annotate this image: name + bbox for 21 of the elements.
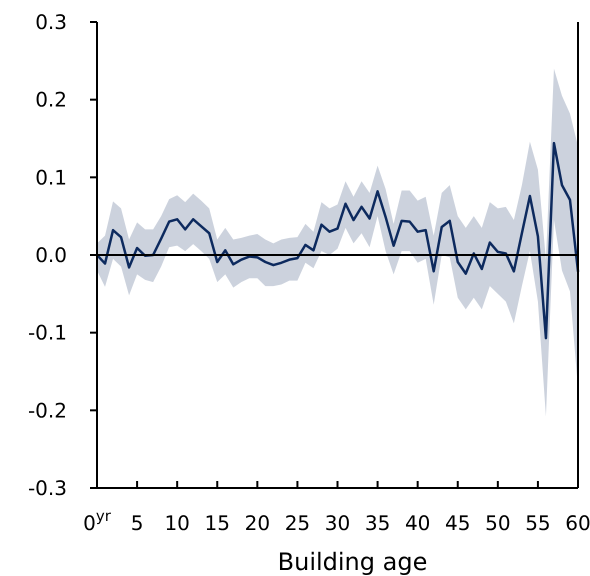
x-tick-label: 5: [130, 511, 144, 535]
y-tick-label: -0.3: [28, 476, 67, 500]
y-tick-label: 0.0: [35, 243, 67, 267]
x-tick-label: 35: [364, 511, 390, 535]
y-tick-label: 0.2: [35, 88, 67, 112]
x-tick-label: 25: [284, 511, 310, 535]
x-tick-label: 20: [244, 511, 270, 535]
y-tick-label: -0.2: [28, 398, 67, 422]
x-axis-title: Building age: [278, 548, 428, 576]
y-tick-label: 0.1: [35, 165, 67, 190]
x-tick-label: 40: [404, 511, 430, 535]
x-tick-label: 45: [445, 511, 470, 535]
x-tick-label: 30: [324, 511, 350, 535]
y-tick-label: 0.3: [35, 10, 67, 34]
x-tick-label: 15: [204, 511, 230, 535]
x-tick-label: 50: [485, 511, 511, 535]
x-tick-label: 60: [565, 511, 590, 535]
x-tick-label: 55: [525, 511, 551, 535]
x-tick-label: 0$^{yr}$: [83, 507, 112, 535]
x-tick-label: 10: [164, 511, 190, 535]
y-tick-label: -0.1: [28, 320, 67, 345]
